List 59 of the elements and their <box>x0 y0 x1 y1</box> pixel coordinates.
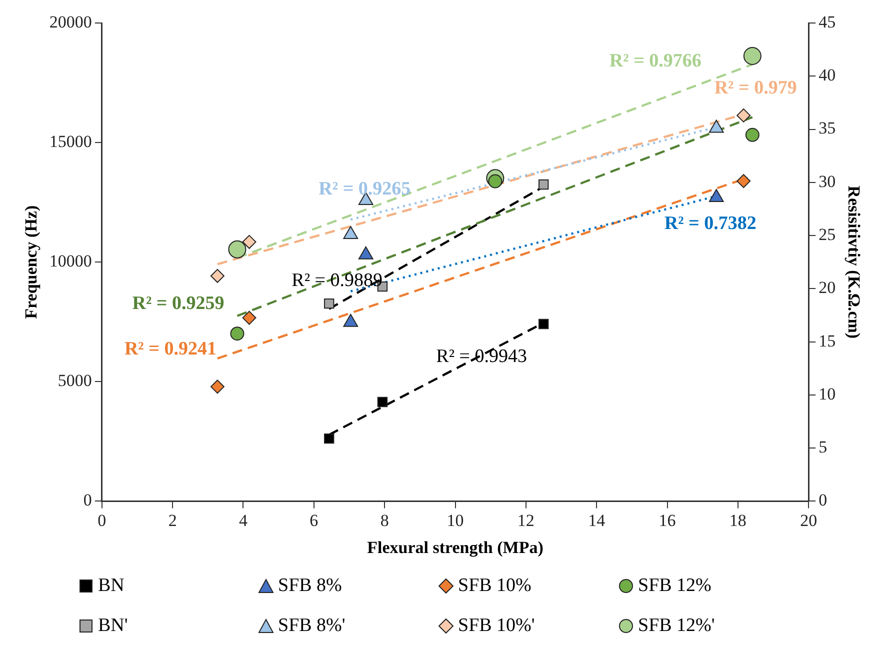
x-tick-label: 12 <box>517 510 534 530</box>
point <box>736 174 751 188</box>
x-tick-label: 8 <box>380 510 389 530</box>
legend-label: BN <box>98 575 124 597</box>
x-tick-label: 2 <box>168 510 177 530</box>
point <box>230 326 244 341</box>
x-tick-label: 6 <box>310 510 318 530</box>
point <box>210 380 224 394</box>
point <box>242 234 256 249</box>
x-tick-label: 0 <box>98 510 106 530</box>
point <box>324 298 334 309</box>
point <box>736 108 751 122</box>
x-tick-label: 14 <box>588 510 606 530</box>
y-tick-label: 20000 <box>49 12 92 32</box>
y2-tick-label: 10 <box>818 384 836 404</box>
y2-tick-label: 20 <box>818 278 836 298</box>
y-tick-label: 15000 <box>49 132 92 152</box>
x-tick-label: 18 <box>729 510 746 530</box>
y-axis-title: Frequency (Hz) <box>22 205 41 319</box>
series-label: R² = 0.7382 <box>664 213 756 234</box>
x-tick-label: 10 <box>446 510 464 530</box>
x-tick-label: 16 <box>658 510 676 530</box>
point <box>377 396 388 408</box>
legend-label: BN' <box>98 615 128 637</box>
series-label: R² = 0.9766 <box>609 50 702 72</box>
point <box>324 433 334 444</box>
y2-axis-title: Resisitivtiy (K.Ω.cm) <box>844 186 864 339</box>
legend-label: SFB 10% <box>458 575 532 597</box>
x-axis-title: Flexural strength (MPa) <box>367 538 544 558</box>
series-label: R² = 0.9943 <box>436 346 528 367</box>
series-label: R² = 0.9265 <box>318 178 411 200</box>
legend-label: SFB 12%' <box>638 615 715 637</box>
y2-tick-label: 0 <box>818 490 828 510</box>
y-tick-label: 5000 <box>58 371 92 390</box>
point <box>242 310 256 325</box>
series-label: R² = 0.979 <box>714 77 797 98</box>
series-label: R² = 0.9241 <box>124 338 216 360</box>
series-label: R² = 0.9259 <box>132 292 224 314</box>
legend-label: SFB 10%' <box>458 615 535 637</box>
point <box>228 240 246 258</box>
point <box>745 128 760 142</box>
y2-tick-label: 45 <box>818 12 836 32</box>
y2-tick-label: 30 <box>818 172 836 191</box>
legend-label: SFB 8% <box>278 575 342 597</box>
y-tick-label: 10000 <box>49 252 92 271</box>
y2-tick-label: 25 <box>818 225 836 244</box>
x-tick-label: 4 <box>238 510 248 530</box>
point <box>538 318 549 330</box>
y2-tick-label: 5 <box>818 438 828 457</box>
legend-label: SFB 12% <box>638 575 712 597</box>
legend-label: SFB 8%' <box>278 615 346 637</box>
x-tick-label: 20 <box>800 510 818 530</box>
y2-tick-label: 35 <box>818 118 836 138</box>
point <box>743 46 762 65</box>
y2-tick-label: 15 <box>818 331 836 350</box>
y2-tick-label: 40 <box>818 66 836 85</box>
y-tick-label: 0 <box>83 490 92 510</box>
point <box>538 179 549 190</box>
point <box>210 268 224 283</box>
